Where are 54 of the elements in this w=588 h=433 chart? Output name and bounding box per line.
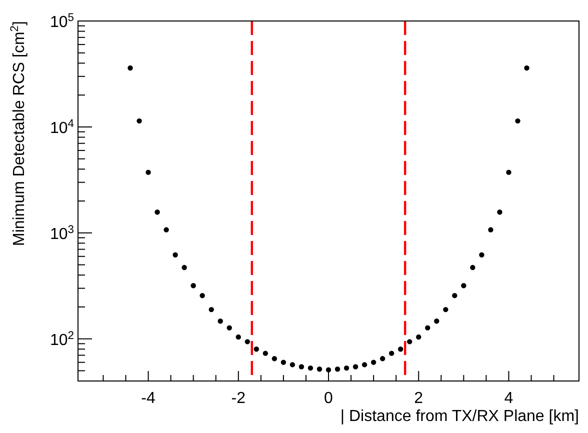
point (470, 264, 476, 270)
point (461, 283, 466, 288)
point (146, 170, 151, 175)
point (136, 118, 142, 124)
point (208, 306, 214, 312)
point (190, 283, 196, 288)
y-tick-label: 10$^{5}$ (50, 12, 74, 31)
point (515, 118, 520, 124)
point (388, 350, 394, 356)
point (416, 334, 422, 340)
x-tick-label: 0 (324, 390, 334, 407)
point (352, 364, 358, 370)
point (434, 318, 440, 324)
y-tick-label: 10$^{3}$ (50, 224, 74, 243)
point (226, 325, 232, 330)
point (334, 366, 340, 372)
point (154, 210, 160, 215)
point (172, 252, 178, 258)
x-tick-label: 2 (414, 390, 424, 407)
point (479, 252, 484, 258)
point (506, 170, 512, 175)
point (236, 334, 241, 340)
point (218, 318, 223, 324)
point (272, 356, 278, 362)
point (316, 366, 322, 372)
point (488, 227, 494, 232)
point (497, 210, 502, 215)
y-tick-label: 10$^{2}$ (50, 330, 74, 349)
point (290, 362, 296, 368)
point (406, 339, 412, 344)
point (164, 227, 169, 232)
x-tick-label: -4 (141, 390, 156, 407)
point (370, 360, 376, 365)
x-tick-label: -2 (231, 390, 246, 407)
point (200, 292, 205, 298)
x-tick-label: 4 (504, 390, 514, 407)
point (443, 306, 448, 312)
point (128, 65, 133, 71)
point (425, 325, 430, 330)
point (362, 362, 368, 368)
point (262, 350, 268, 356)
point (524, 65, 530, 71)
point (380, 356, 386, 362)
point (308, 365, 314, 371)
point (182, 264, 187, 270)
x-axis-title: | Distance from TX/RX Plane [km] (340, 408, 579, 425)
point (344, 365, 350, 371)
point (254, 346, 260, 352)
point (244, 339, 250, 344)
point (298, 364, 304, 370)
point (398, 346, 404, 352)
point (280, 360, 286, 365)
y-tick-label: 10$^{4}$ (50, 118, 74, 137)
point (452, 292, 458, 298)
